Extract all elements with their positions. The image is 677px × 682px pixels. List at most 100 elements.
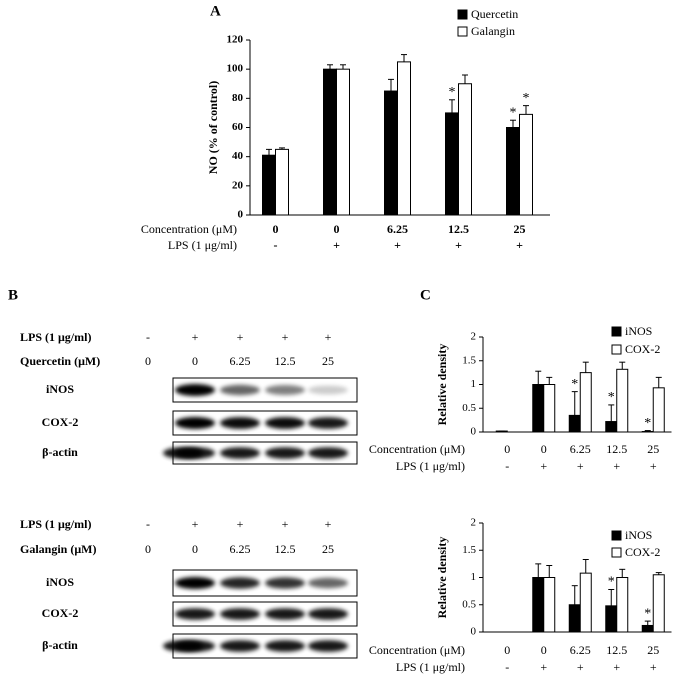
lps-label: + bbox=[540, 459, 547, 473]
y-tick-label: 120 bbox=[227, 34, 244, 46]
blot-label: LPS (1 μg/ml) bbox=[20, 330, 91, 344]
x-tick-label: 12.5 bbox=[448, 222, 469, 236]
blot-band bbox=[220, 608, 260, 620]
x-tick-label: 0 bbox=[541, 442, 547, 456]
error-bar bbox=[655, 376, 662, 388]
blot-label: LPS (1 μg/ml) bbox=[20, 517, 91, 531]
error-bar bbox=[582, 361, 589, 373]
error-bar bbox=[401, 54, 407, 62]
row-label: Concentration (μM) bbox=[369, 643, 465, 657]
x-tick-label: 0 bbox=[273, 222, 279, 236]
lps-label: + bbox=[455, 238, 462, 252]
y-tick-label: 1.5 bbox=[462, 354, 476, 366]
legend-label: iNOS bbox=[625, 528, 652, 542]
row-label: LPS (1 μg/ml) bbox=[396, 459, 465, 473]
significance: * bbox=[523, 91, 530, 106]
y-axis-label: NO (% of control) bbox=[206, 81, 220, 174]
bar bbox=[579, 372, 592, 433]
blot-row-label: β-actin bbox=[42, 638, 78, 652]
dose-label: 25 bbox=[322, 542, 334, 556]
dose-label: 12.5 bbox=[275, 354, 296, 368]
legend-label: Quercetin bbox=[471, 7, 518, 21]
blot-band bbox=[265, 417, 305, 429]
bar bbox=[519, 113, 533, 216]
x-tick-label: 6.25 bbox=[570, 442, 591, 456]
y-tick-label: 40 bbox=[232, 150, 244, 162]
lps-label: + bbox=[577, 660, 584, 674]
error-bar bbox=[510, 119, 516, 128]
legend-swatch bbox=[457, 9, 468, 20]
x-tick-label: 12.5 bbox=[606, 643, 627, 657]
row-label: Concentration (μM) bbox=[141, 222, 237, 236]
error-bar bbox=[388, 78, 394, 92]
significance: * bbox=[608, 390, 615, 405]
blot-band bbox=[220, 577, 260, 589]
lps-sign: + bbox=[282, 517, 289, 531]
blot-band bbox=[220, 417, 260, 429]
legend-label: COX-2 bbox=[625, 545, 660, 559]
lps-sign: + bbox=[192, 517, 199, 531]
error-bar bbox=[571, 585, 578, 605]
significance: * bbox=[644, 606, 651, 621]
lps-label: - bbox=[505, 459, 509, 473]
blot-row-label: COX-2 bbox=[42, 415, 79, 429]
error-bar bbox=[619, 568, 626, 578]
lps-sign: - bbox=[146, 330, 150, 344]
y-tick-label: 1 bbox=[471, 378, 477, 390]
panel-letter: C bbox=[420, 287, 431, 303]
blot-band bbox=[220, 640, 260, 652]
y-tick-label: 0 bbox=[471, 426, 477, 438]
dose-label: 0 bbox=[192, 354, 198, 368]
blot-label: Quercetin (μM) bbox=[20, 354, 100, 368]
bar bbox=[384, 90, 398, 216]
x-tick-label: 0 bbox=[541, 643, 547, 657]
blot-row-label: COX-2 bbox=[42, 606, 79, 620]
error-bar bbox=[327, 64, 333, 70]
blot-row-label: iNOS bbox=[46, 575, 74, 589]
bar bbox=[543, 384, 556, 433]
row-label: LPS (1 μg/ml) bbox=[396, 660, 465, 674]
blot-band bbox=[175, 384, 215, 396]
error-bar bbox=[546, 376, 553, 385]
bar bbox=[323, 68, 337, 216]
y-tick-label: 1.5 bbox=[462, 544, 476, 556]
blot-row-label: iNOS bbox=[46, 382, 74, 396]
y-tick-label: 0.5 bbox=[462, 402, 476, 414]
blot-band bbox=[308, 447, 348, 459]
blot-band bbox=[175, 608, 215, 620]
error-bar bbox=[644, 430, 651, 432]
bar bbox=[532, 384, 545, 433]
error-bar bbox=[449, 99, 455, 113]
error-bar bbox=[523, 105, 529, 115]
legend-label: Galangin bbox=[471, 24, 515, 38]
y-tick-label: 80 bbox=[232, 92, 244, 104]
panel-letter: B bbox=[8, 287, 18, 303]
significance: * bbox=[644, 416, 651, 431]
bar bbox=[275, 148, 289, 216]
lps-sign: + bbox=[237, 517, 244, 531]
lps-label: - bbox=[505, 660, 509, 674]
bar bbox=[605, 605, 618, 633]
error-bar bbox=[535, 370, 542, 385]
blot-row-label: β-actin bbox=[42, 445, 78, 459]
blot-label: Galangin (μM) bbox=[20, 542, 96, 556]
error-bar bbox=[462, 74, 468, 84]
bar bbox=[568, 604, 581, 633]
blot-band bbox=[265, 640, 305, 652]
blot-band bbox=[175, 447, 215, 459]
dose-label: 6.25 bbox=[230, 354, 251, 368]
lps-sign: + bbox=[237, 330, 244, 344]
y-tick-label: 2 bbox=[471, 517, 477, 529]
error-bar bbox=[279, 147, 285, 150]
lps-label: + bbox=[613, 459, 620, 473]
lps-label: + bbox=[650, 660, 657, 674]
lps-sign: + bbox=[192, 330, 199, 344]
dose-label: 0 bbox=[145, 354, 151, 368]
x-tick-label: 6.25 bbox=[387, 222, 408, 236]
legend-swatch bbox=[457, 26, 468, 37]
bar bbox=[652, 574, 665, 633]
legend-swatch bbox=[611, 326, 622, 337]
x-tick-label: 0 bbox=[504, 643, 510, 657]
legend-swatch bbox=[611, 530, 622, 541]
blot-band bbox=[220, 447, 260, 459]
